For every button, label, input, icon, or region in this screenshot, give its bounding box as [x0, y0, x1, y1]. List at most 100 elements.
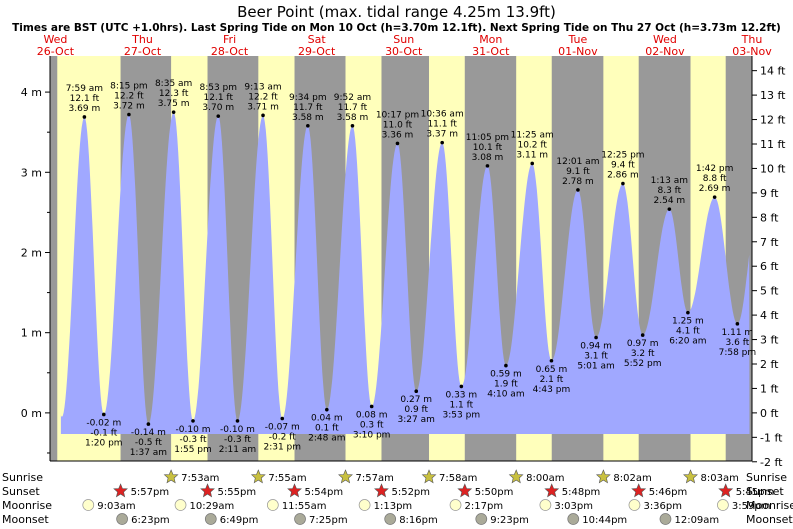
tide-low-label: 1:55 pm: [174, 445, 212, 455]
tide-high-label: 3.08 m: [472, 153, 504, 163]
tide-high-label: 2.86 m: [607, 171, 639, 181]
tide-low-label: 0.65 m: [536, 365, 568, 375]
y-tick-label-ft: 13 ft: [760, 89, 786, 102]
chart-subtitle: Times are BST (UTC +1.0hrs). Last Spring…: [12, 22, 781, 34]
tide-low-label: -0.3 ft: [224, 435, 251, 445]
tide-low-label: 0.27 m: [400, 395, 432, 405]
tide-high-label: 10.2 ft: [517, 140, 547, 150]
tide-series: [60, 112, 750, 434]
tide-point: [280, 416, 285, 421]
y-tick-label-ft: -2 ft: [760, 456, 783, 469]
tide-high-label: 12:01 am: [556, 157, 599, 167]
sunset-time: 5:50pm: [475, 487, 514, 498]
sunrise-time: 8:03am: [701, 473, 739, 484]
moonrise-icon: [717, 499, 729, 511]
tide-low-label: 3:10 pm: [353, 430, 391, 440]
moonset-time: 7:25pm: [309, 515, 348, 525]
tide-low-label: 1.11 m: [722, 328, 754, 338]
astro-row-label-left: Sunrise: [2, 471, 43, 484]
tide-high-label: 1:42 pm: [696, 164, 734, 174]
tide-point: [306, 123, 310, 128]
sunrise-icon: [595, 469, 611, 484]
y-tick-label-m: 0 m: [21, 407, 42, 420]
y-tick-label-ft: 14 ft: [760, 65, 786, 78]
tide-low-label: -0.3 ft: [180, 435, 207, 445]
sunset-time: 5:55pm: [218, 487, 257, 498]
day-date: 01-Nov: [558, 45, 598, 58]
sunset-time: 5:48pm: [562, 487, 601, 498]
day-date: 29-Oct: [298, 45, 336, 58]
tide-point: [594, 335, 598, 340]
sunset-icon: [287, 483, 302, 498]
tide-low-label: 2:31 pm: [263, 442, 301, 452]
y-tick-label-ft: 4 ft: [760, 309, 779, 322]
tide-high-label: 1:13 am: [651, 176, 688, 186]
sunrise-icon: [421, 469, 437, 484]
tide-high-label: 2.78 m: [562, 177, 594, 187]
day-weekday: Thu: [741, 33, 763, 46]
moonset-icon: [567, 513, 580, 525]
moonset-time: 6:23pm: [131, 515, 170, 525]
moonrise-icon: [628, 499, 641, 511]
moonrise-time: 10:29am: [190, 501, 235, 512]
tide-low-label: 0.97 m: [627, 339, 659, 349]
day-weekday: Mon: [479, 33, 502, 46]
y-tick-label-m: 4 m: [21, 86, 42, 99]
moonset-time: 10:44pm: [582, 515, 627, 525]
tide-low-label: 1:37 am: [130, 448, 167, 458]
tide-high-label: 9:52 am: [334, 93, 371, 103]
day-date: 28-Oct: [211, 45, 249, 58]
y-tick-label-ft: 2 ft: [760, 358, 779, 371]
tide-high-label: 3.11 m: [516, 150, 548, 160]
tide-point: [102, 412, 106, 417]
tide-high-label: 12.2 ft: [114, 92, 144, 102]
tide-point: [216, 114, 221, 118]
tide-point: [712, 195, 717, 199]
tide-high-label: 3.69 m: [69, 104, 101, 114]
y-tick-label-m: 2 m: [21, 246, 42, 259]
tide-point: [504, 363, 508, 368]
tide-point: [667, 207, 672, 211]
tide-low-label: -0.5 ft: [135, 438, 162, 448]
tide-high-label: 3.37 m: [426, 130, 458, 140]
day-weekday: Sun: [393, 33, 414, 46]
y-tick-label-ft: 8 ft: [760, 211, 779, 224]
tide-low-label: 4.1 ft: [676, 327, 700, 337]
y-tick-label-ft: 5 ft: [760, 285, 779, 298]
tide-low-label: 0.1 ft: [315, 424, 339, 434]
sunset-icon: [718, 483, 734, 498]
y-tick-label-ft: 0 ft: [760, 407, 779, 420]
sunrise-time: 7:58am: [439, 473, 477, 484]
tide-point: [414, 389, 419, 394]
tide-low-label: -0.14 m: [131, 428, 166, 438]
tide-point: [576, 188, 580, 192]
tide-point: [530, 161, 535, 166]
tide-high-label: 11.1 ft: [427, 120, 457, 130]
day-weekday: Thu: [131, 33, 153, 46]
y-tick-label-ft: 12 ft: [760, 114, 786, 127]
moonset-time: 12:09am: [674, 515, 719, 525]
tide-point: [171, 110, 176, 114]
tide-point: [369, 404, 374, 409]
moonset-icon: [659, 513, 672, 525]
y-tick-label-ft: 3 ft: [760, 334, 779, 347]
tide-low-label: 2.1 ft: [540, 375, 564, 385]
astro-row-label-right: Sunrise: [746, 471, 787, 484]
tide-point: [485, 164, 490, 168]
tide-high-label: 3.75 m: [158, 99, 190, 109]
moonset-icon: [294, 513, 306, 525]
moonset-time: 8:16pm: [399, 515, 438, 525]
day-date: 27-Oct: [124, 45, 162, 58]
tide-high-label: 2.69 m: [699, 184, 731, 194]
y-tick-label-ft: -1 ft: [760, 431, 783, 444]
tide-low-label: 0.04 m: [311, 414, 343, 424]
tide-high-label: 9:34 pm: [289, 93, 327, 103]
tide-high-label: 11.7 ft: [338, 103, 368, 113]
tide-high-label: 8:35 am: [155, 79, 192, 89]
day-weekday: Tue: [567, 33, 587, 46]
tide-low-label: 0.9 ft: [404, 405, 428, 415]
sunset-time: 5:54pm: [305, 487, 344, 498]
sunset-icon: [113, 483, 128, 498]
day-weekday: Wed: [653, 33, 677, 46]
